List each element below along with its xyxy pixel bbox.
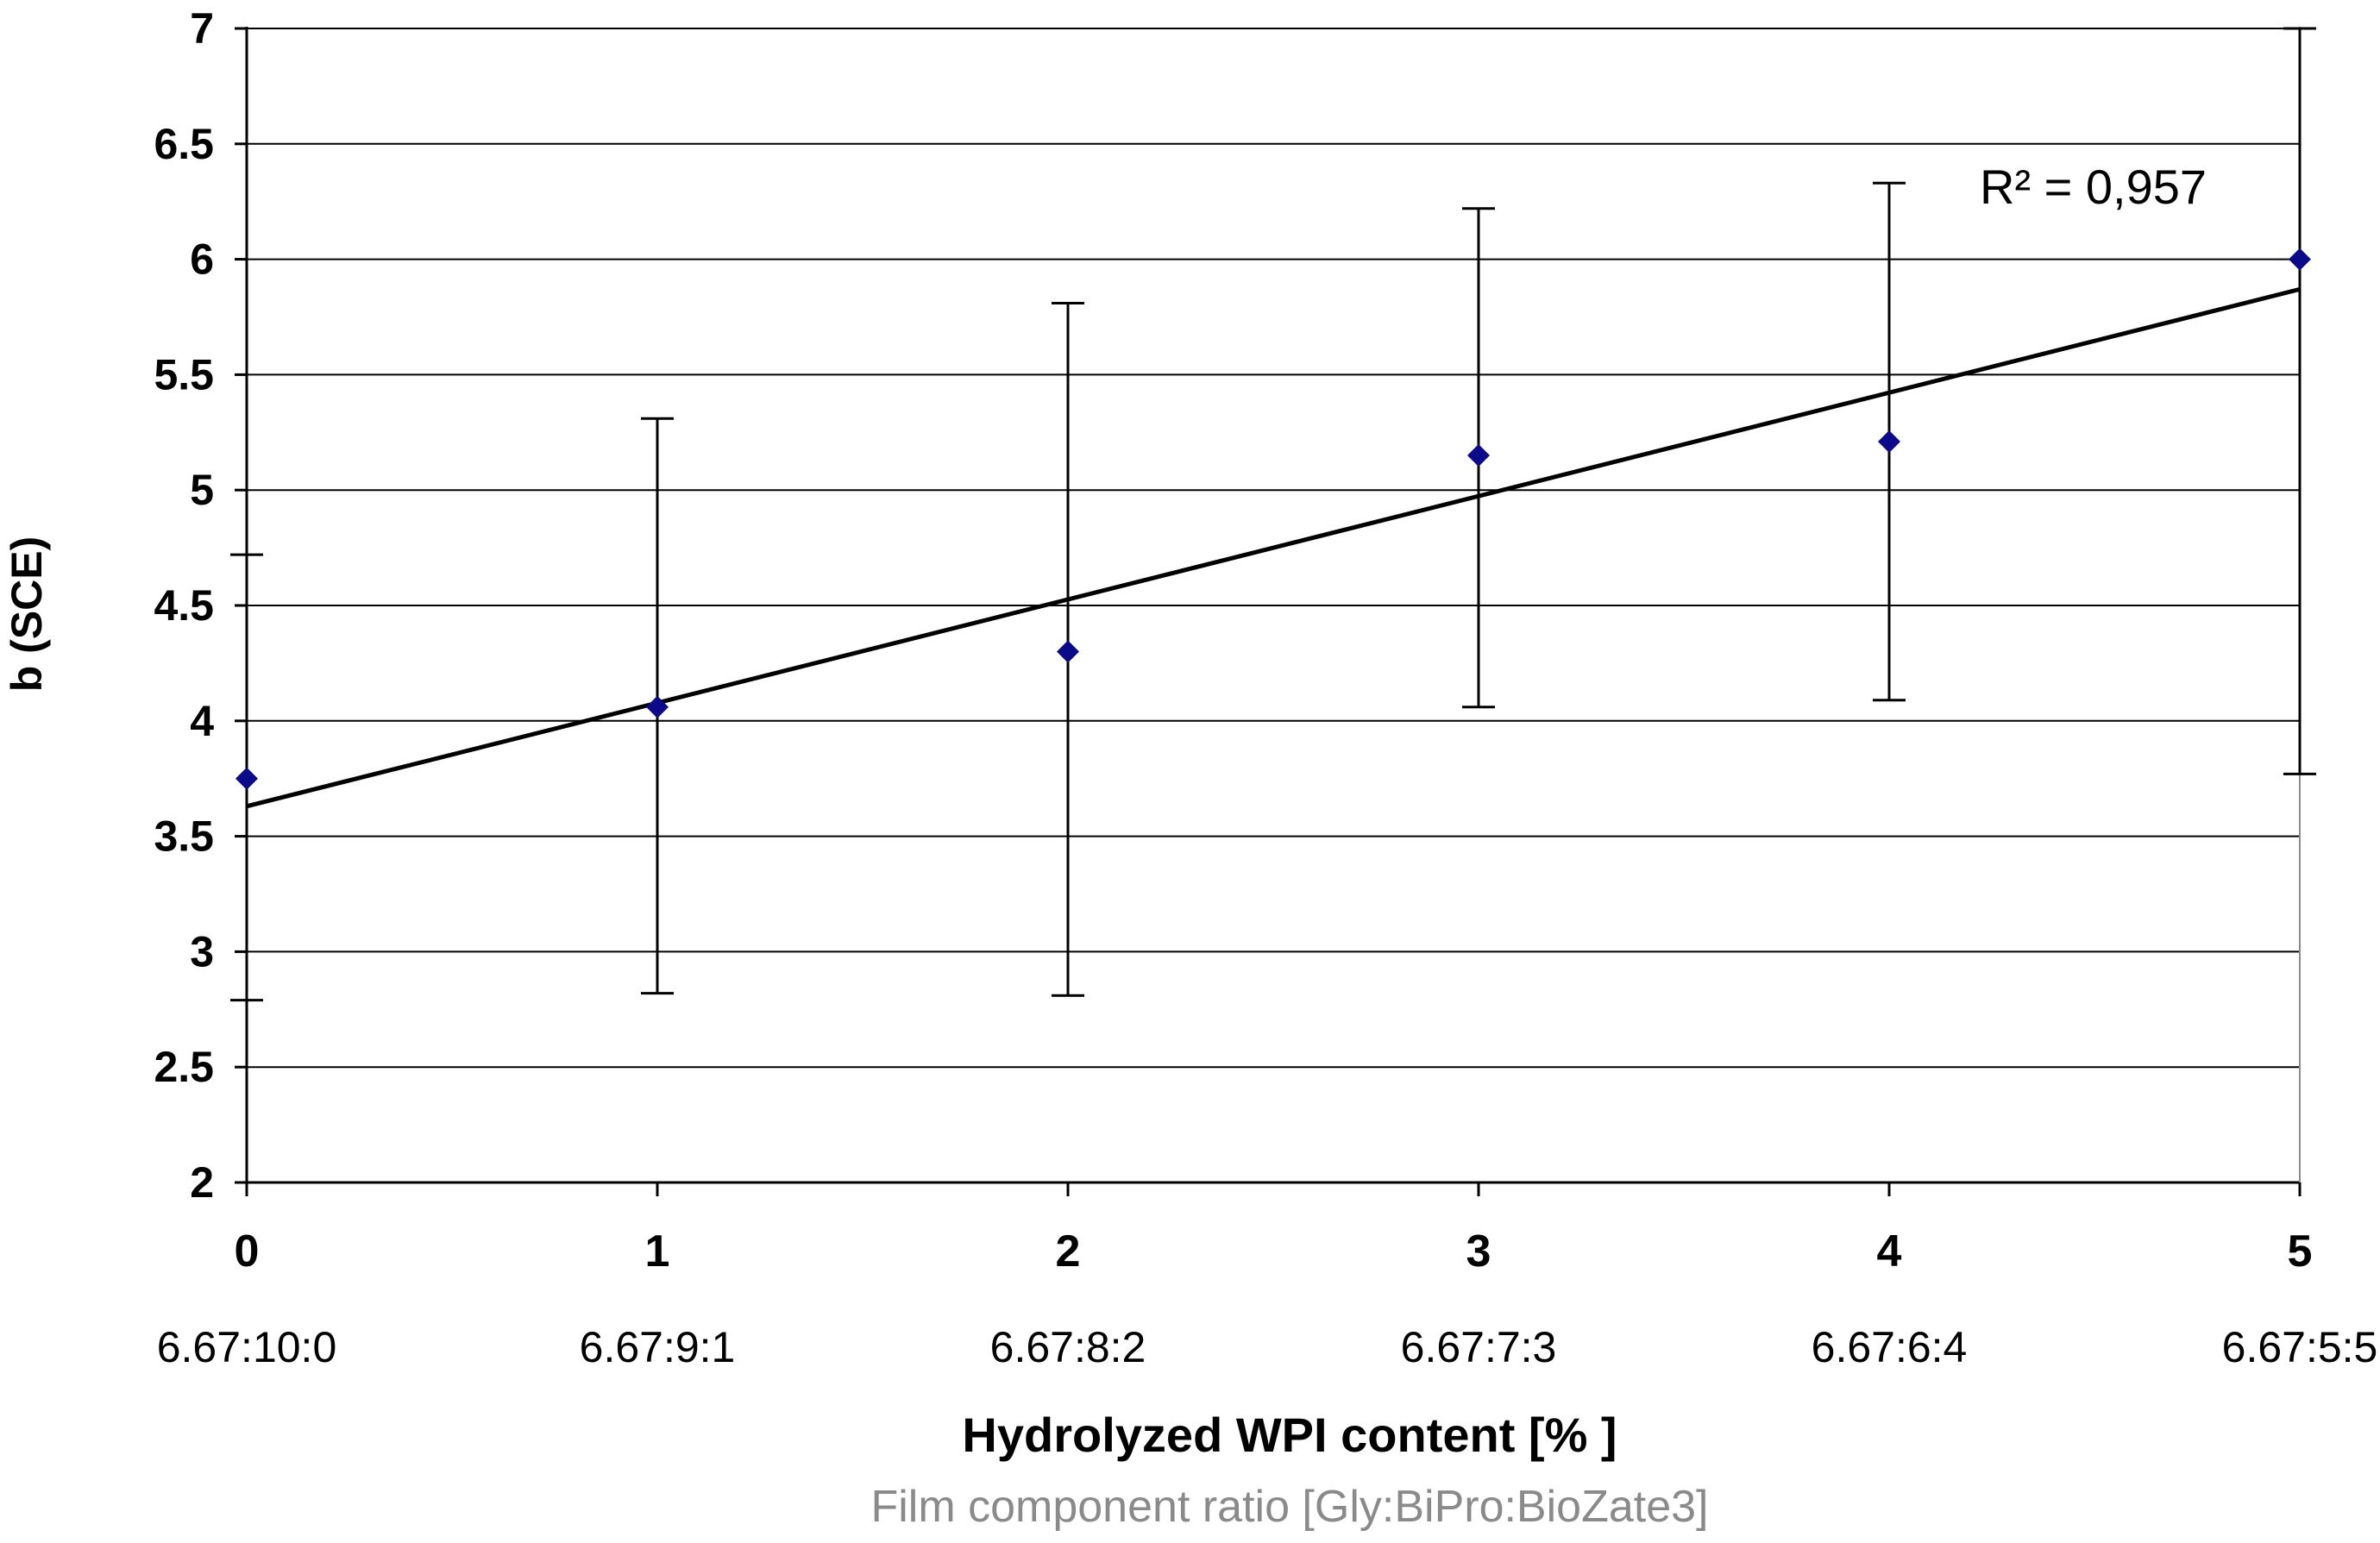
data-point <box>1878 430 1900 454</box>
y-axis-title: b (SCE) <box>3 536 51 693</box>
x-tick-label: 0 <box>235 1226 260 1276</box>
x-axis-subtitle: Film component ratio [Gly:BiPro:BioZate3… <box>870 1482 1708 1532</box>
data-point <box>646 695 669 718</box>
x-tick-label: 1 <box>645 1226 670 1276</box>
y-tick-label: 5.5 <box>154 350 214 398</box>
grid-lines <box>247 28 2300 1183</box>
y-tick-label: 2.5 <box>154 1043 214 1091</box>
y-tick-label: 3 <box>190 927 214 975</box>
x-ratio-label: 6.67:10:0 <box>157 1323 337 1371</box>
y-tick-label: 4 <box>190 697 214 745</box>
r-squared-label: R² = 0,957 <box>1980 160 2207 214</box>
x-ratio-label: 6.67:7:3 <box>1401 1323 1557 1371</box>
x-ratio-label: 6.67:8:2 <box>990 1323 1146 1371</box>
data-points <box>235 248 2311 790</box>
x-ratio-label: 6.67:6:4 <box>1812 1323 1968 1371</box>
data-point <box>1467 444 1490 467</box>
x-ratio-label: 6.67:5:5 <box>2222 1323 2378 1371</box>
x-tick-label: 5 <box>2288 1226 2313 1276</box>
y-tick-label: 7 <box>190 4 214 53</box>
data-point <box>2289 248 2311 271</box>
data-point <box>1057 640 1079 663</box>
x-tick-label: 2 <box>1056 1226 1081 1276</box>
x-tick-labels: 0 6.67:10:0 1 6.67:9:1 2 6.67:8:2 3 6.67:7:3 4 6.… <box>157 1226 2378 1371</box>
trendline-group <box>246 286 2301 809</box>
y-tick-label: 5 <box>190 466 214 514</box>
x-axis-title: Hydrolyzed WPI content [% ] <box>962 1408 1617 1462</box>
y-tick-label: 6 <box>190 235 214 284</box>
y-tick-label: 2 <box>190 1158 214 1207</box>
y-tick-label: 3.5 <box>154 812 214 861</box>
trendline <box>246 286 2301 809</box>
y-tick-label: 4.5 <box>154 581 214 630</box>
x-tick-label: 4 <box>1877 1226 1902 1276</box>
data-point <box>235 767 258 790</box>
y-tick-labels: 2 2.5 3 3.5 4 4.5 5 5.5 6 6.5 7 <box>154 4 214 1207</box>
y-tick-label: 6.5 <box>154 120 214 168</box>
x-tick-label: 3 <box>1466 1226 1491 1276</box>
x-ratio-label: 6.67:9:1 <box>580 1323 736 1371</box>
